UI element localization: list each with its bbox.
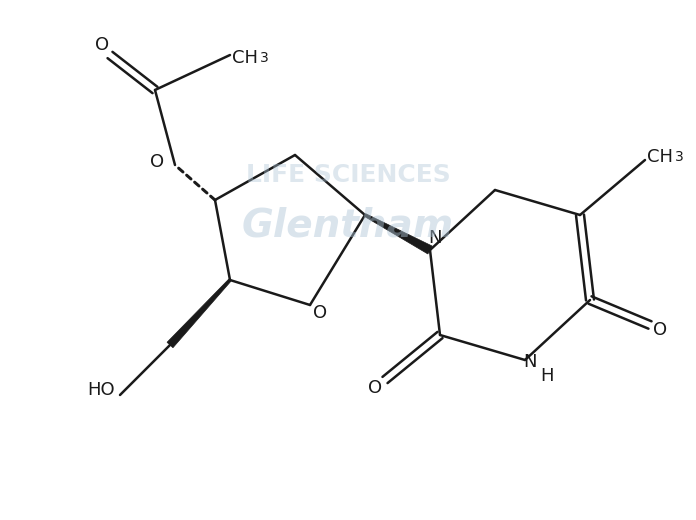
Text: N: N [523,353,537,371]
Text: O: O [653,321,667,339]
Text: 3: 3 [260,51,269,65]
Text: HO: HO [88,381,115,399]
Text: CH: CH [647,148,673,166]
Text: O: O [150,153,164,171]
Text: O: O [368,379,382,397]
Polygon shape [167,279,231,348]
Polygon shape [364,214,432,254]
Text: LIFE SCIENCES: LIFE SCIENCES [246,163,450,187]
Text: Glentham: Glentham [242,206,454,244]
Text: N: N [428,229,442,247]
Text: O: O [95,36,109,54]
Text: H: H [540,367,554,385]
Text: CH: CH [232,49,258,67]
Text: O: O [313,304,327,322]
Text: 3: 3 [675,150,683,164]
